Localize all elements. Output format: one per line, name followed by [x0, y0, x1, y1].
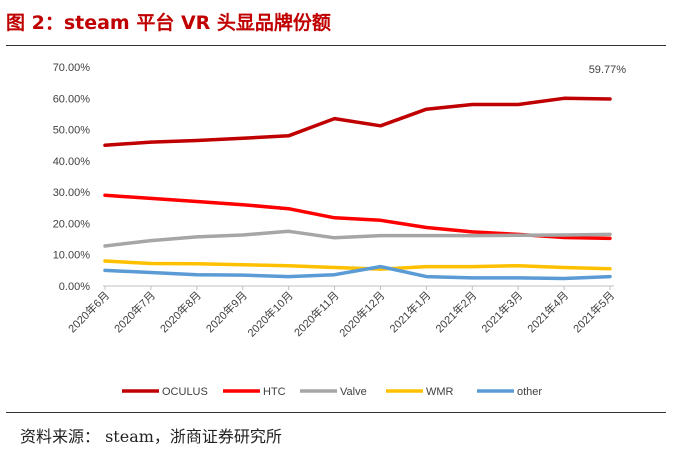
- series-line-wmr: [103, 259, 612, 271]
- data-point-htc: [471, 230, 474, 234]
- title-divider: [6, 45, 666, 46]
- y-tick-label: 60.00%: [53, 93, 91, 105]
- legend-label-valve: Valve: [340, 386, 367, 398]
- data-point-htc: [103, 194, 107, 197]
- data-point-other: [287, 275, 290, 278]
- y-tick-label: 50.00%: [53, 125, 91, 137]
- data-point-oculus: [103, 144, 107, 147]
- data-point-other: [103, 269, 107, 272]
- data-point-wmr: [195, 262, 199, 265]
- data-point-other: [241, 273, 244, 277]
- data-point-oculus: [287, 134, 290, 138]
- figure-title: 图 2：steam 平台 VR 头显品牌份额: [6, 12, 331, 34]
- y-tick-label: 20.00%: [53, 218, 91, 230]
- data-point-wmr: [103, 259, 107, 263]
- data-point-valve: [287, 230, 290, 233]
- x-tick-label: 2021年3月: [478, 288, 525, 335]
- data-point-other: [471, 276, 474, 280]
- data-point-oculus: [379, 124, 382, 128]
- data-point-wmr: [287, 264, 290, 267]
- data-point-valve: [471, 234, 474, 237]
- data-point-other: [562, 277, 566, 280]
- data-point-oculus: [562, 97, 566, 100]
- series-line-htc: [103, 193, 612, 241]
- x-tick-label: 2020年10月: [244, 288, 295, 339]
- line-chart: 0.00% 10.00% 20.00% 30.00% 40.00% 50.00% 60.00…: [53, 62, 627, 398]
- data-point-htc: [379, 219, 382, 222]
- x-tick-label: 2020年11月: [291, 288, 342, 339]
- x-tick-label: 2020年8月: [157, 288, 204, 335]
- data-point-other: [195, 273, 199, 276]
- series-line-other: [103, 264, 612, 281]
- data-annotations: 59.77%: [589, 64, 627, 76]
- data-point-other: [608, 275, 612, 278]
- x-tick-label: 2020年7月: [111, 288, 158, 335]
- y-axis: 0.00% 10.00% 20.00% 30.00% 40.00% 50.00% 60.00…: [53, 62, 91, 293]
- y-tick-label: 70.00%: [53, 62, 91, 74]
- data-point-oculus: [516, 103, 520, 106]
- x-axis: 2020年6月 2020年7月 2020年8月 2020年9月2020年10月2020…: [65, 285, 617, 340]
- data-point-wmr: [333, 266, 336, 269]
- data-point-htc: [425, 226, 428, 229]
- data-point-wmr: [425, 265, 428, 268]
- legend-label-htc: HTC: [263, 386, 286, 398]
- data-point-valve: [516, 234, 520, 237]
- data-point-wmr: [516, 264, 520, 267]
- data-point-wmr: [149, 262, 153, 265]
- x-tick-label: 2020年9月: [203, 288, 250, 335]
- data-point-valve: [608, 233, 612, 236]
- x-tick-label: 2020年12月: [336, 288, 387, 339]
- data-point-valve: [103, 244, 107, 248]
- x-tick-label: 2021年4月: [524, 288, 571, 335]
- data-point-valve: [149, 239, 153, 242]
- data-point-valve: [562, 233, 566, 237]
- data-point-valve: [241, 233, 244, 237]
- y-tick-label: 10.00%: [53, 250, 91, 262]
- data-point-oculus: [333, 117, 336, 120]
- data-point-other: [516, 276, 520, 280]
- data-point-wmr: [241, 263, 244, 266]
- series-line-valve: [103, 229, 612, 248]
- data-point-other: [149, 271, 153, 274]
- data-point-oculus: [471, 103, 474, 106]
- series-lines: [103, 96, 612, 281]
- data-point-oculus: [608, 97, 612, 101]
- data-point-other: [425, 275, 428, 278]
- data-point-other: [333, 273, 336, 276]
- data-point-oculus: [195, 139, 199, 142]
- data-point-valve: [379, 234, 382, 237]
- data-point-htc: [195, 200, 199, 203]
- legend-label-other: other: [517, 386, 542, 398]
- data-point-oculus: [149, 140, 153, 144]
- data-point-htc: [608, 237, 612, 240]
- y-tick-label: 30.00%: [53, 187, 91, 199]
- source-note: 资料来源： steam，浙商证券研究所: [20, 427, 282, 446]
- legend-label-wmr: WMR: [426, 386, 454, 398]
- x-tick-label: 2021年1月: [386, 288, 433, 335]
- data-point-valve: [333, 236, 336, 240]
- y-tick-label: 40.00%: [53, 156, 91, 168]
- data-point-htc: [333, 216, 336, 219]
- data-label: 59.77%: [589, 64, 627, 76]
- data-point-wmr: [608, 267, 612, 270]
- data-point-oculus: [241, 137, 244, 140]
- data-point-wmr: [562, 266, 566, 269]
- data-point-wmr: [471, 265, 474, 268]
- data-point-valve: [425, 234, 428, 237]
- data-point-oculus: [425, 108, 428, 111]
- series-line-oculus: [103, 96, 612, 147]
- data-point-other: [379, 265, 382, 268]
- y-tick-label: 0.00%: [59, 281, 90, 293]
- data-point-htc: [287, 207, 290, 210]
- data-point-htc: [241, 203, 244, 206]
- source-divider: [6, 412, 666, 413]
- x-tick-label: 2021年5月: [570, 288, 617, 335]
- legend-label-oculus: OCULUS: [162, 386, 208, 398]
- x-tick-label: 2021年2月: [432, 288, 479, 335]
- x-tick-label: 2020年6月: [65, 288, 112, 335]
- data-point-htc: [562, 236, 566, 239]
- data-point-htc: [149, 197, 153, 200]
- legend: OCULUS HTC Valve WMR other: [122, 386, 542, 398]
- data-point-valve: [195, 235, 199, 239]
